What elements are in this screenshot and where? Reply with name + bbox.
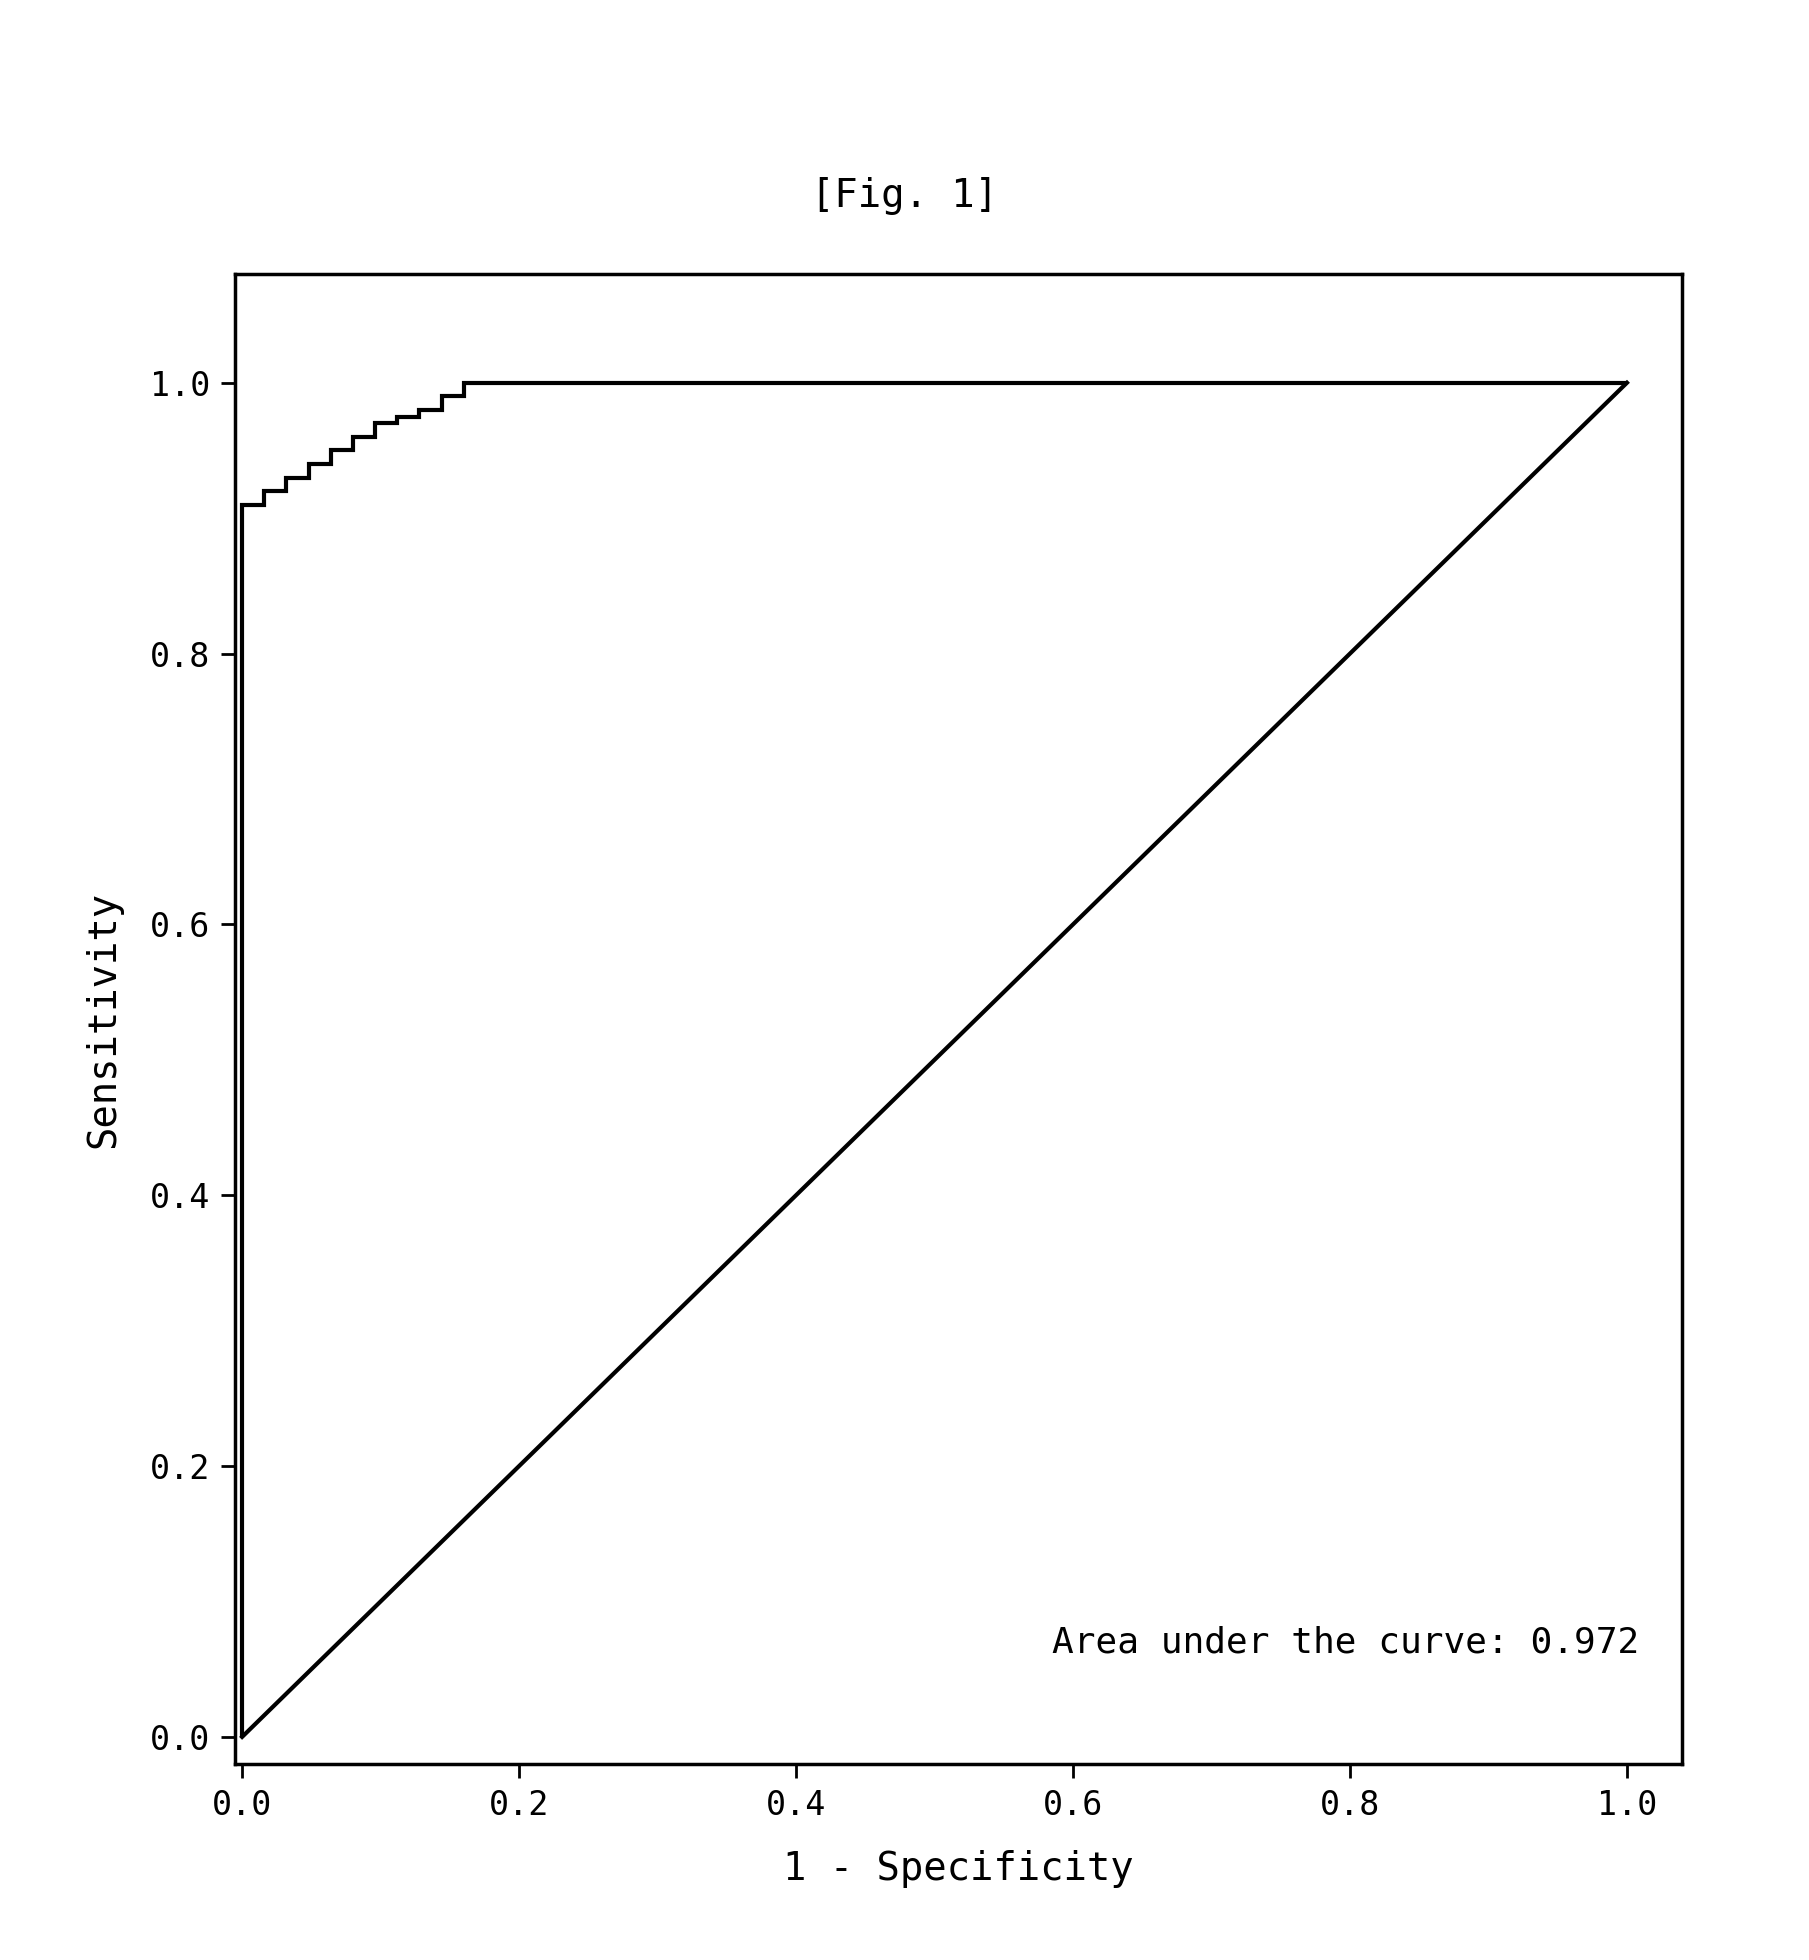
Y-axis label: Sensitivity: Sensitivity [83, 890, 121, 1149]
Text: Area under the curve: 0.972: Area under the curve: 0.972 [1051, 1625, 1639, 1660]
X-axis label: 1 - Specificity: 1 - Specificity [783, 1850, 1134, 1887]
Text: [Fig. 1]: [Fig. 1] [810, 176, 999, 216]
